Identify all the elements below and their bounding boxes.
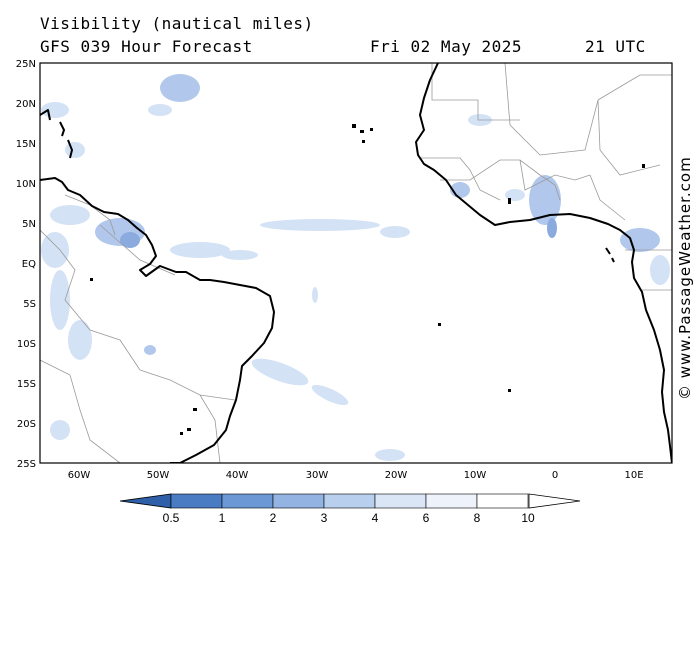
colorbar: 0.5 1 2 3 4 6 8 10	[119, 493, 581, 525]
lat-label-15n: 15N	[16, 139, 36, 150]
colorbar-label-6: 6	[423, 511, 430, 525]
lon-label-40w: 40W	[226, 470, 249, 481]
colorbar-label-3: 3	[321, 511, 328, 525]
colorbar-cell	[425, 493, 478, 509]
lat-label-25n: 25N	[16, 59, 36, 70]
colorbar-label-10: 10	[521, 511, 535, 525]
forecast-label: GFS 039 Hour Forecast	[40, 37, 253, 56]
lon-label-0: 0	[552, 470, 558, 481]
lat-label-20n: 20N	[16, 99, 36, 110]
map-title: Visibility (nautical miles)	[40, 14, 314, 33]
colorbar-cell	[170, 493, 223, 509]
colorbar-cell	[476, 493, 529, 509]
lat-label-20s: 20S	[17, 419, 36, 430]
colorbar-label-1: 1	[219, 511, 226, 525]
forecast-time: 21 UTC	[585, 37, 646, 56]
colorbar-cell	[272, 493, 325, 509]
lon-label-10e: 10E	[624, 470, 643, 481]
colorbar-label-0-5: 0.5	[163, 511, 180, 525]
lon-label-20w: 20W	[385, 470, 408, 481]
colorbar-label-8: 8	[474, 511, 481, 525]
latitude-axis: 25N 20N 15N 10N 5N EQ 5S 10S 15S 20S 25S	[16, 59, 36, 470]
lon-label-60w: 60W	[68, 470, 91, 481]
colorbar-low-arrow	[119, 493, 172, 509]
country-borders	[40, 63, 672, 463]
coastlines	[40, 63, 672, 463]
map-area	[40, 63, 672, 463]
lon-label-50w: 50W	[147, 470, 170, 481]
islands	[90, 124, 645, 435]
colorbar-cell	[374, 493, 427, 509]
colorbar-high-arrow	[528, 493, 581, 509]
map-frame	[39, 62, 673, 464]
credit-text: © www.PassageWeather.com	[676, 156, 694, 400]
forecast-date: Fri 02 May 2025	[370, 37, 522, 56]
visibility-patches	[41, 74, 670, 461]
lon-label-10w: 10W	[464, 470, 487, 481]
lat-label-15s: 15S	[17, 379, 36, 390]
lat-label-25s: 25S	[17, 459, 36, 470]
colorbar-cell	[323, 493, 376, 509]
colorbar-label-2: 2	[270, 511, 277, 525]
lat-label-10n: 10N	[16, 179, 36, 190]
visibility-map: 25N 20N 15N 10N 5N EQ 5S 10S 15S 20S 25S…	[16, 59, 673, 525]
longitude-axis: 60W 50W 40W 30W 20W 10W 0 10E	[68, 470, 644, 481]
lat-label-5n: 5N	[22, 219, 36, 230]
lat-label-10s: 10S	[17, 339, 36, 350]
lat-label-eq: EQ	[22, 259, 36, 270]
lon-label-30w: 30W	[306, 470, 329, 481]
colorbar-label-4: 4	[372, 511, 379, 525]
lat-label-5s: 5S	[23, 299, 36, 310]
colorbar-cell	[221, 493, 274, 509]
credit-text-wrapper: © www.PassageWeather.com	[676, 156, 696, 670]
